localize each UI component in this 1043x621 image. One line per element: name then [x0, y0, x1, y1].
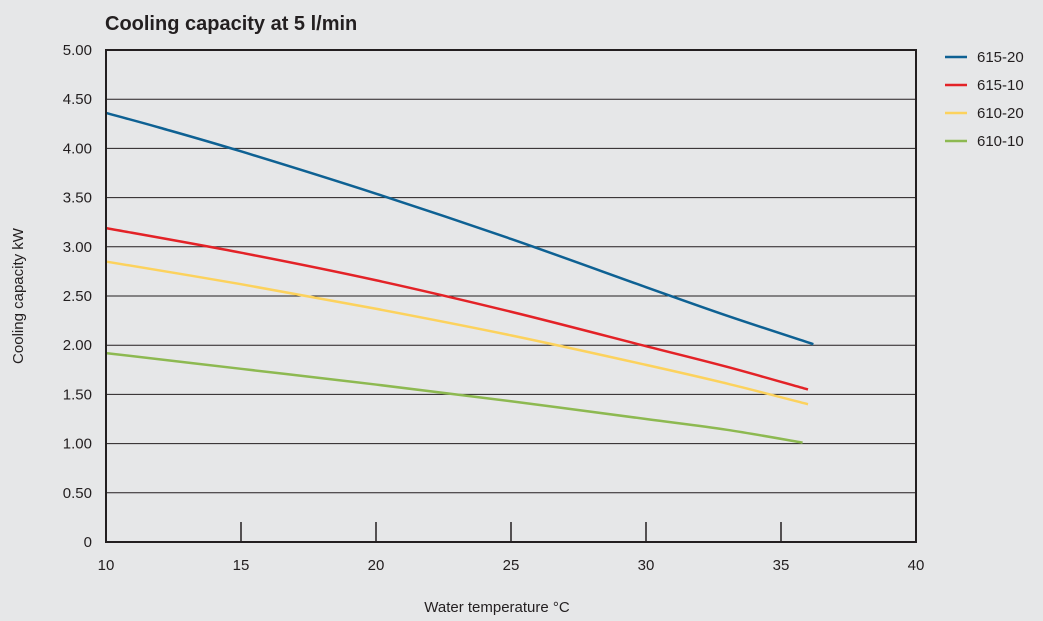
legend-label-610-10: 610-10: [977, 133, 1024, 150]
x-tick-label: 40: [908, 557, 925, 574]
series-line-610-10: [105, 351, 803, 444]
x-axis-ticks: 10 15 20 25 30 35 40: [98, 522, 925, 574]
series-line-610-20: [105, 260, 809, 406]
y-tick-label: 0: [84, 534, 92, 551]
series-line-615-10: [105, 226, 809, 391]
y-tick-label: 3.50: [63, 190, 92, 207]
x-tick-label: 10: [98, 557, 115, 574]
y-tick-label: 2.00: [63, 337, 92, 354]
legend: 615-20 615-10 610-20 610-10: [945, 49, 1024, 150]
legend-label-615-20: 615-20: [977, 49, 1024, 66]
x-tick-label: 25: [503, 557, 520, 574]
y-tick-label: 2.50: [63, 288, 92, 305]
grid: [106, 98, 916, 494]
y-tick-label: 0.50: [63, 485, 92, 502]
y-tick-label: 5.00: [63, 42, 92, 59]
y-tick-label: 1.00: [63, 436, 92, 453]
x-tick-label: 35: [773, 557, 790, 574]
x-tick-label: 15: [233, 557, 250, 574]
y-tick-label: 3.00: [63, 239, 92, 256]
y-tick-label: 1.50: [63, 386, 92, 403]
series-line-615-20: [105, 111, 814, 346]
legend-label-615-10: 615-10: [977, 77, 1024, 94]
chart-title: Cooling capacity at 5 l/min: [105, 13, 357, 35]
x-axis-label: Water temperature °C: [424, 599, 570, 616]
legend-label-610-20: 610-20: [977, 105, 1024, 122]
y-axis-ticks: 0 0.50 1.00 1.50 2.00 2.50 3.00 3.50 4.00 4.50 5.0…: [63, 42, 92, 551]
y-axis-label: Cooling capacity kW: [10, 227, 27, 364]
x-tick-label: 30: [638, 557, 655, 574]
series-lines: [105, 111, 814, 444]
x-tick-label: 20: [368, 557, 385, 574]
y-tick-label: 4.50: [63, 91, 92, 108]
y-tick-label: 4.00: [63, 140, 92, 157]
